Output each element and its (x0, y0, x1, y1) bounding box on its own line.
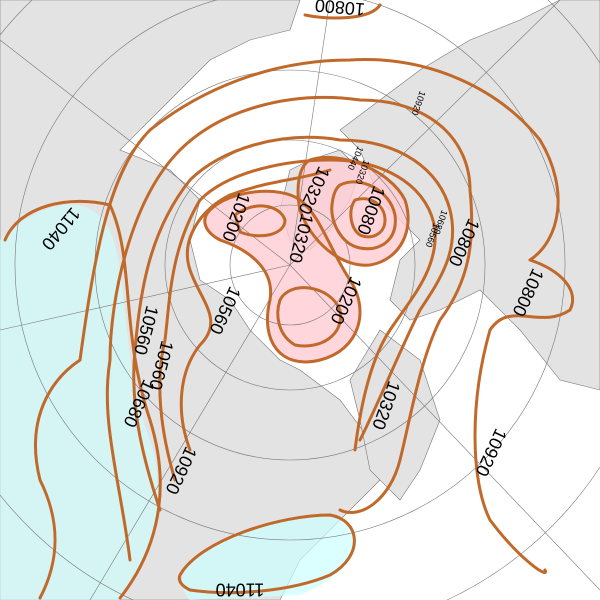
latitude-arc (0, 494, 134, 600)
contour-line (132, 135, 455, 512)
contour-line (303, 3, 382, 20)
contour-line (34, 58, 575, 600)
latitude-circle (14, 0, 566, 541)
latitude-arc (0, 0, 33, 36)
asia-east-landmass (349, 329, 441, 501)
contour-line (158, 158, 437, 482)
contour-line (177, 513, 356, 595)
contour-line (349, 197, 387, 239)
latitude-arc (547, 0, 600, 64)
contour-line (296, 155, 410, 267)
contour-label: 10920 (471, 426, 510, 480)
high-region-south (182, 515, 355, 600)
contour-line (105, 96, 474, 562)
contour-label: 10800 (314, 0, 366, 19)
contour-line (276, 286, 343, 348)
latitude-arc (446, 466, 600, 600)
contour-lines (3, 3, 575, 600)
contour-line (179, 168, 332, 452)
meridian (0, 39, 291, 266)
meridian (289, 0, 331, 266)
contour-line (233, 204, 287, 238)
latitude-circle (164, 139, 416, 391)
meridian (89, 264, 291, 600)
meridian (0, 264, 291, 331)
contour-label: 11040 (216, 579, 265, 599)
contour-line (3, 199, 162, 600)
contour-line (330, 180, 397, 251)
latitude-circle (229, 204, 351, 326)
